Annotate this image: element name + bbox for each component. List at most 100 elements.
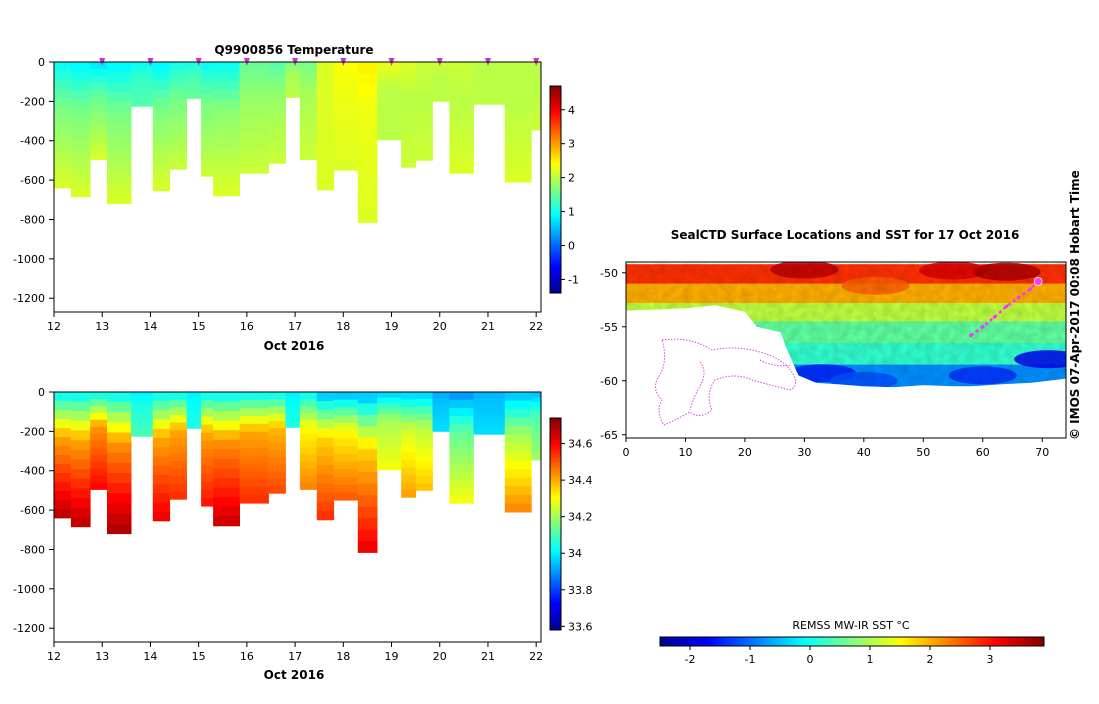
profile-cell <box>54 392 72 402</box>
profile-cell <box>201 119 214 128</box>
profile-cell <box>186 397 202 401</box>
y-tick-label: -1000 <box>13 253 45 266</box>
profile-cell <box>401 129 417 138</box>
profile-cell <box>401 392 417 400</box>
profile-cell <box>377 62 402 68</box>
sst-colorbar <box>659 636 1045 647</box>
profile-cell <box>401 474 417 483</box>
profile-cell <box>473 74 506 78</box>
profile-cell <box>90 124 108 132</box>
profile-cell <box>449 133 474 142</box>
x-tick-label: 14 <box>143 320 157 333</box>
profile-cell <box>357 392 378 404</box>
profile-cell <box>131 100 154 104</box>
profile-cell <box>70 507 91 518</box>
profile-cell <box>131 74 154 79</box>
profile-cell <box>213 138 240 149</box>
profile-cell <box>357 107 378 120</box>
profile-cell <box>152 392 171 402</box>
profile-cell <box>401 114 417 123</box>
profile-cell <box>201 489 214 499</box>
colorbar-tick-label: 1 <box>867 653 874 666</box>
profile-cell <box>169 484 187 493</box>
profile-cell <box>432 98 450 102</box>
profile-cell <box>169 62 187 71</box>
profile-cell <box>449 431 474 440</box>
profile-cell <box>54 500 72 510</box>
profile-cell <box>90 152 108 160</box>
profile-cell <box>201 143 214 153</box>
salinity-frame <box>53 391 542 643</box>
profile-cell <box>169 131 187 140</box>
profile-cell <box>473 83 506 87</box>
profile-cell <box>333 92 359 101</box>
profile-cell <box>285 92 301 96</box>
profile-cell <box>473 398 506 402</box>
profile-cell <box>473 68 506 72</box>
profile-cell <box>531 71 541 77</box>
profile-cell <box>70 177 91 188</box>
profile-cell <box>504 486 532 496</box>
profile-cell <box>285 89 301 93</box>
profile-cell <box>401 437 417 445</box>
profile-cell <box>186 392 202 395</box>
profile-cell <box>333 100 359 109</box>
profile-cell <box>285 409 301 413</box>
profile-cell <box>449 62 474 71</box>
profile-cell <box>107 173 132 184</box>
profile-cell <box>377 100 402 107</box>
profile-cell <box>90 392 108 400</box>
profile-cell <box>377 123 402 130</box>
profile-cell <box>54 116 72 126</box>
profile-cell <box>401 429 417 438</box>
sst-map-panel: SealCTD Surface Locations and SST for 17… <box>600 228 1067 666</box>
profile-cell <box>152 419 171 430</box>
x-tick-label: 21 <box>481 320 495 333</box>
profile-cell <box>201 102 214 112</box>
x-tick-label: 17 <box>288 320 302 333</box>
profile-cell <box>285 77 301 81</box>
profile-cell <box>415 118 433 126</box>
temperature-xlabel: Oct 2016 <box>264 339 325 353</box>
profile-cell <box>70 430 91 441</box>
map-title: SealCTD Surface Locations and SST for 17… <box>671 228 1020 242</box>
profile-cell <box>432 403 450 407</box>
profile-cell <box>107 92 132 103</box>
profile-cell <box>316 437 335 448</box>
profile-cell <box>152 438 171 448</box>
profile-cell <box>504 426 532 436</box>
profile-cell <box>299 117 318 126</box>
ice-shelf-edge <box>759 359 791 367</box>
profile-cell <box>213 81 240 92</box>
profile-cell <box>268 119 286 128</box>
profile-cell <box>131 430 154 434</box>
profile-cell <box>473 80 506 84</box>
x-tick-label: 40 <box>857 446 871 459</box>
profile-cell <box>268 399 286 407</box>
profile-cell <box>357 73 378 86</box>
profile-cell <box>70 129 91 140</box>
x-tick-label: 12 <box>47 320 61 333</box>
profile-cell <box>449 77 474 87</box>
profile-cell <box>333 422 359 431</box>
profile-cell <box>152 493 171 503</box>
profile-cell <box>316 153 335 163</box>
x-tick-label: 18 <box>336 320 350 333</box>
profile-cell <box>473 95 506 99</box>
profile-cell <box>357 541 378 553</box>
profile-cell <box>531 91 541 97</box>
profile-cell <box>432 411 450 415</box>
profile-cell <box>152 484 171 494</box>
profile-cell <box>531 81 541 87</box>
profile-cell <box>107 112 132 124</box>
profile-cell <box>54 134 72 144</box>
profile-cell <box>186 425 202 429</box>
track-point <box>981 325 985 329</box>
profile-cell <box>415 104 433 112</box>
profile-cell <box>415 427 433 435</box>
profile-cell <box>201 78 214 87</box>
y-tick-label: -55 <box>600 321 618 334</box>
temperature-cells <box>54 62 541 223</box>
profile-cell <box>90 461 108 469</box>
